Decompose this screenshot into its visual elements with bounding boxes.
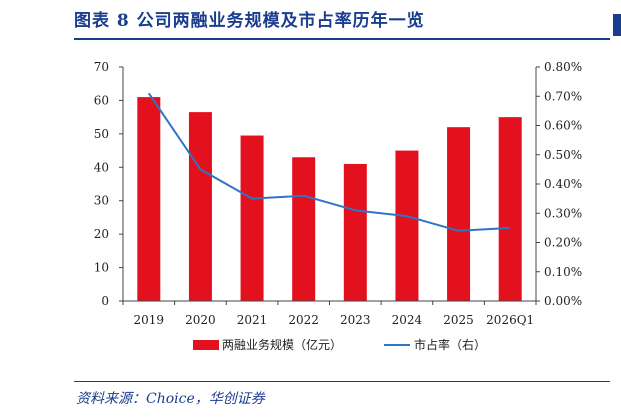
x-tick-label: 2024 [392, 313, 423, 327]
x-tick-label: 2025 [443, 313, 474, 327]
y-right-tick-label: 0.00% [544, 294, 582, 308]
chart-title: 图表 8 公司两融业务规模及市占率历年一览 [74, 11, 425, 31]
y-left-tick-label: 50 [94, 127, 109, 141]
bar-2020 [188, 112, 212, 301]
y-right-tick-label: 0.40% [544, 177, 582, 191]
legend-bar-swatch [193, 340, 219, 350]
legend-line-label: 市占率（右） [414, 337, 486, 352]
bar-2026Q1 [498, 117, 522, 302]
x-tick-label: 2021 [237, 313, 268, 327]
x-tick-label: 2022 [288, 313, 319, 327]
axes: 0 10 20 30 40 50 60 70 0.00% 0.10% 0.20% 0.30% 0.40%… [94, 60, 582, 327]
y-left-tick-label: 20 [94, 227, 109, 241]
x-tick-label: 2023 [340, 313, 371, 327]
y-right-tick-label: 0.10% [544, 265, 582, 279]
market-share-line [147, 92, 511, 232]
y-right-tick-label: 0.30% [544, 206, 582, 220]
y-left-tick-label: 60 [94, 93, 109, 107]
y-right-tick-label: 0.20% [544, 236, 582, 250]
bar-2025 [447, 127, 471, 302]
bar-2024 [395, 150, 419, 301]
title-rule [74, 38, 610, 40]
x-tick-label: 2026Q1 [486, 313, 534, 327]
y-left-tick-label: 70 [94, 60, 109, 74]
bar-2023 [343, 163, 367, 301]
y-left-tick-label: 0 [101, 294, 109, 308]
x-tick-label: 2020 [185, 313, 216, 327]
bar-2019 [137, 97, 161, 301]
bar-2022 [292, 157, 316, 301]
source-note: 资料来源：Choice，华创证券 [76, 391, 265, 407]
line-series [147, 92, 511, 232]
legend: 两融业务规模（亿元） 市占率（右） [193, 337, 486, 352]
y-left-tick-label: 40 [94, 160, 109, 174]
y-right-tick-label: 0.80% [544, 60, 582, 74]
x-tick-label: 2019 [134, 313, 165, 327]
legend-bar-label: 两融业务规模（亿元） [222, 337, 342, 352]
right-edge-marker [613, 14, 621, 36]
y-right-tick-label: 0.70% [544, 89, 582, 103]
y-right-tick-label: 0.60% [544, 119, 582, 133]
y-left-tick-label: 30 [94, 194, 109, 208]
bar-series [137, 97, 522, 302]
bar-2021 [240, 135, 264, 301]
y-left-tick-label: 10 [94, 261, 109, 275]
y-right-tick-label: 0.50% [544, 148, 582, 162]
source-rule [74, 381, 610, 382]
